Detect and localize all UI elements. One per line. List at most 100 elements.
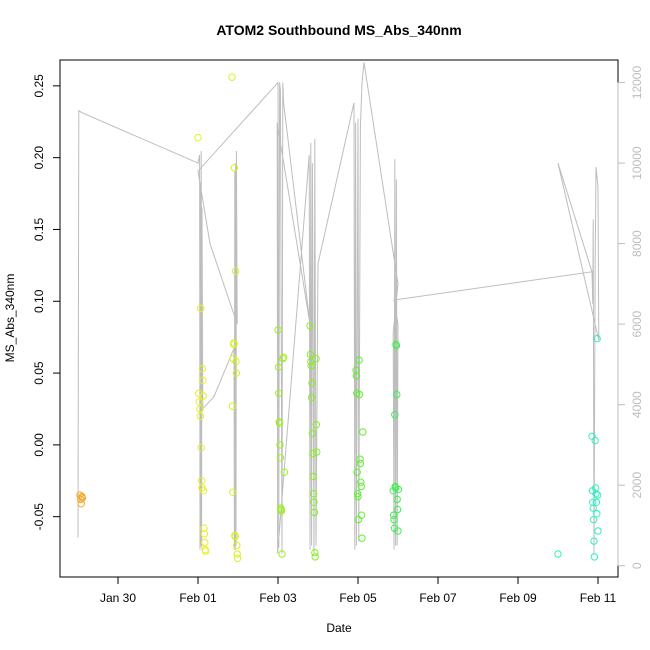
data-point (194, 133, 202, 142)
data-point (279, 355, 287, 363)
y-axis-label: MS_Abs_340nm (3, 274, 17, 363)
data-point (311, 553, 319, 561)
data-point (309, 449, 317, 458)
data-point (357, 511, 366, 519)
data-point (274, 363, 283, 371)
data-point (199, 487, 208, 495)
data-point (280, 468, 289, 476)
data-point (200, 524, 208, 532)
data-points (76, 73, 602, 562)
y-tick-label: -0.05 (32, 503, 46, 531)
data-point (591, 484, 600, 492)
x-axis-label: Date (326, 621, 352, 635)
data-point (592, 490, 600, 498)
x-tick-label: Feb 05 (339, 591, 377, 605)
data-point (276, 454, 285, 462)
y2-tick-label: 10000 (630, 146, 644, 180)
data-point (230, 339, 238, 347)
data-point (394, 527, 402, 535)
data-point (78, 494, 87, 502)
data-point (232, 357, 240, 366)
data-point (231, 267, 240, 275)
data-point (389, 511, 398, 519)
data-point (357, 478, 365, 486)
data-point (390, 515, 398, 524)
data-point (200, 530, 209, 538)
data-point (198, 365, 207, 373)
data-point (229, 488, 237, 496)
data-point (231, 533, 239, 541)
data-point (228, 402, 237, 410)
data-point (393, 505, 402, 514)
data-point (356, 459, 365, 468)
data-point (232, 369, 241, 377)
data-point (275, 389, 283, 397)
data-point (309, 490, 318, 498)
data-point (233, 554, 242, 562)
x-tick-label: Jan 30 (100, 591, 136, 605)
data-point (394, 485, 403, 494)
data-point (355, 356, 363, 364)
data-point (393, 390, 401, 399)
data-point (310, 498, 318, 506)
data-point (233, 550, 241, 558)
data-point (357, 482, 365, 491)
data-point (197, 304, 205, 313)
data-point (312, 355, 320, 363)
x-tick-label: Feb 01 (179, 591, 217, 605)
data-point (230, 164, 239, 172)
data-point (590, 553, 599, 561)
y2-tick-label: 4000 (630, 391, 644, 418)
data-point (355, 390, 364, 399)
data-point (199, 392, 207, 400)
data-point (352, 372, 361, 380)
data-point (590, 537, 598, 545)
data-point (354, 492, 362, 501)
data-point (308, 429, 317, 438)
data-point (311, 548, 319, 557)
x-tick-label: Feb 03 (259, 591, 297, 605)
data-point (391, 411, 399, 419)
data-point (275, 419, 284, 427)
data-point (353, 490, 362, 498)
data-point (276, 441, 284, 449)
data-point (589, 515, 598, 524)
data-point (592, 498, 601, 506)
data-point (228, 73, 236, 81)
data-point (309, 472, 317, 481)
x-tick-label: Feb 11 (580, 591, 617, 605)
chart-title: ATOM2 Southbound MS_Abs_340nm (216, 22, 461, 38)
y2-tick-label: 8000 (630, 230, 644, 257)
y2-tick-label: 6000 (630, 310, 644, 337)
data-point (393, 495, 401, 504)
data-point (593, 334, 601, 343)
line-series (77, 62, 600, 554)
data-point (197, 477, 206, 485)
y-tick-label: 0.20 (32, 146, 46, 170)
data-point (359, 428, 367, 436)
x-tick-label: Feb 07 (419, 591, 457, 605)
data-point (201, 547, 210, 555)
data-point (307, 362, 315, 370)
data-point (196, 412, 205, 420)
data-point (593, 491, 602, 499)
data-point (197, 444, 205, 452)
x-axis: Jan 30 Feb 01 Feb 03 Feb 05 Feb 07 Feb 09 Feb … (100, 576, 617, 605)
y2-tick-label: 12000 (630, 66, 644, 100)
data-point (277, 507, 286, 515)
y2-tick-label: 0 (630, 562, 644, 569)
y-axis-left: -0.05 0.00 0.05 0.10 0.15 0.20 0.25 (32, 74, 61, 531)
data-point (201, 538, 209, 547)
data-point (278, 550, 286, 558)
y-tick-label: 0.10 (32, 289, 46, 313)
data-point (307, 393, 316, 402)
data-point (392, 342, 401, 350)
data-point (313, 448, 321, 456)
data-point (306, 350, 315, 359)
data-point (593, 510, 601, 518)
data-point (589, 504, 597, 512)
data-point (312, 421, 321, 429)
data-point (594, 527, 602, 535)
